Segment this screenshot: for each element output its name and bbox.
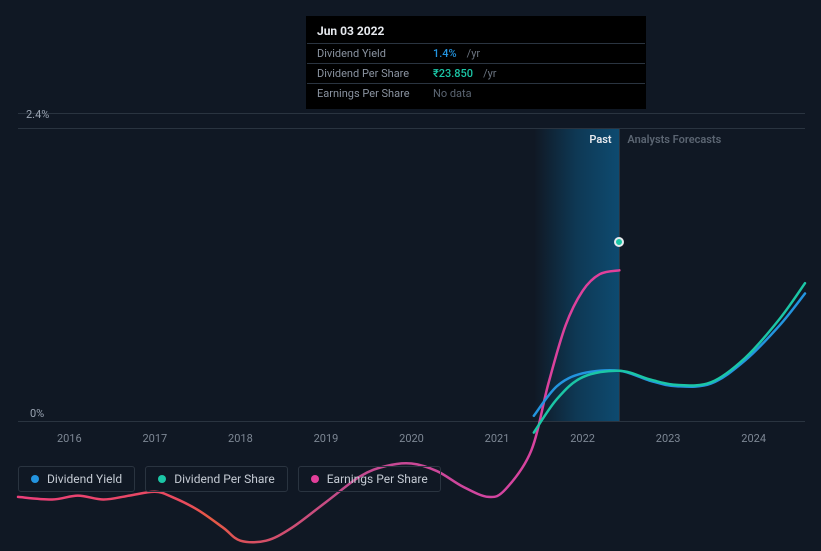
x-tick-label: 2017 (142, 432, 167, 445)
chart-legend: Dividend Yield Dividend Per Share Earnings… (18, 466, 441, 492)
x-tick-label: 2021 (485, 432, 510, 445)
legend-label: Dividend Per Share (174, 472, 275, 486)
legend-dot-icon (31, 475, 39, 483)
tooltip-row: Dividend Per Share ₹23.850 /yr (307, 63, 645, 83)
tooltip-row-key: Dividend Yield (317, 47, 425, 60)
tooltip-row-value: 1.4% (433, 47, 457, 60)
legend-item[interactable]: Earnings Per Share (298, 466, 441, 492)
y-axis-max-label: 2.4% (26, 108, 49, 121)
x-tick-label: 2022 (570, 432, 595, 445)
tooltip-row: Dividend Yield 1.4% /yr (307, 43, 645, 63)
gridline-top (18, 113, 805, 114)
highlight-marker (614, 237, 624, 247)
x-tick-label: 2019 (314, 432, 339, 445)
tooltip-date: Jun 03 2022 (307, 17, 645, 43)
forecast-label: Analysts Forecasts (627, 133, 721, 146)
legend-dot-icon (311, 475, 319, 483)
plot-area[interactable] (18, 128, 805, 422)
legend-dot-icon (158, 475, 166, 483)
legend-item[interactable]: Dividend Per Share (145, 466, 288, 492)
tooltip-row-unit: /yr (467, 47, 480, 60)
tooltip-row-key: Dividend Per Share (317, 67, 425, 80)
tooltip-row: Earnings Per Share No data (307, 83, 645, 108)
x-tick-label: 2016 (57, 432, 82, 445)
x-tick-label: 2024 (741, 432, 766, 445)
tooltip-row-value: ₹23.850 (433, 67, 473, 80)
x-axis: 2016 2017 2018 2019 2020 2021 2022 2023 2024 (18, 432, 805, 450)
tooltip-row-unit: /yr (483, 67, 496, 80)
past-label: Past (589, 133, 611, 146)
tooltip-row-key: Earnings Per Share (317, 87, 425, 100)
chart-lines (18, 257, 805, 551)
tooltip-row-value: No data (433, 87, 472, 100)
legend-label: Earnings Per Share (327, 472, 428, 486)
legend-label: Dividend Yield (47, 472, 122, 486)
x-tick-label: 2018 (228, 432, 253, 445)
x-tick-label: 2023 (656, 432, 681, 445)
chart-tooltip: Jun 03 2022 Dividend Yield1.4% /yrDivide… (306, 16, 646, 109)
x-tick-label: 2020 (399, 432, 424, 445)
legend-item[interactable]: Dividend Yield (18, 466, 135, 492)
